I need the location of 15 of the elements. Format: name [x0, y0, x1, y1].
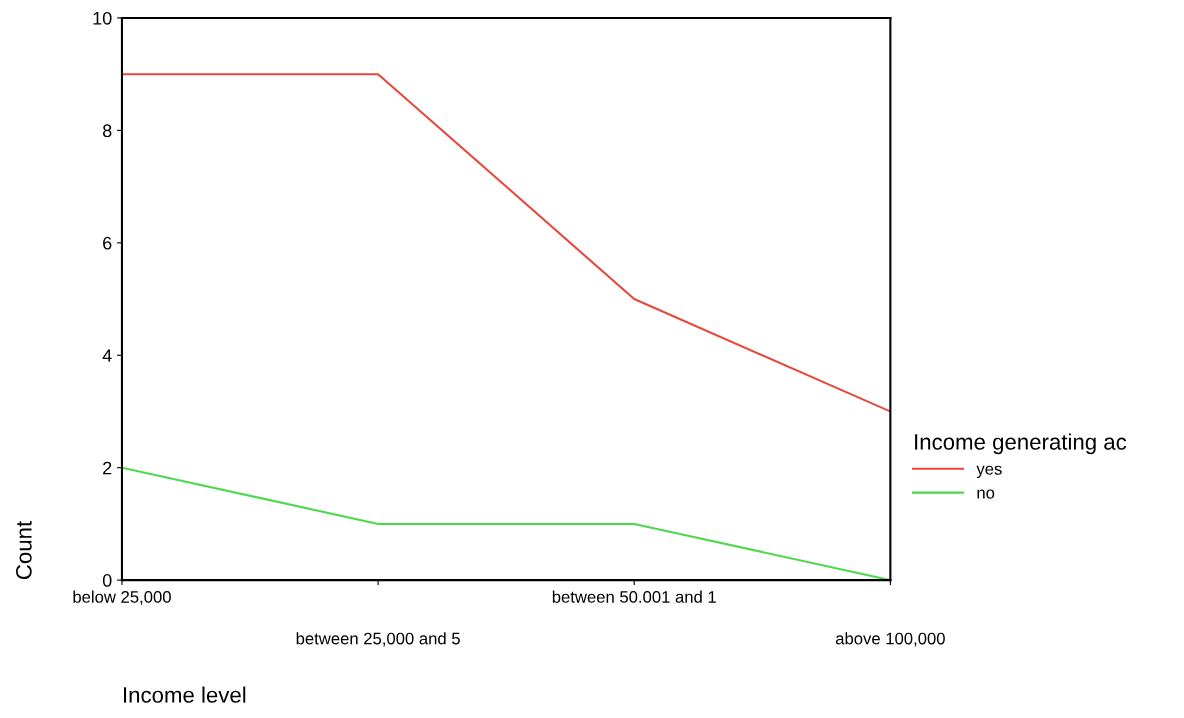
legend-label: yes	[976, 465, 1002, 479]
y-tick-label: 2	[103, 461, 112, 475]
y-axis-title: Count	[15, 521, 32, 580]
x-tick-label: between 25,000 and 5	[296, 632, 460, 647]
y-tick-label: 4	[102, 349, 112, 362]
x-tick-label: between 50.001 and 1	[552, 590, 716, 603]
x-tick-label: below 25,000	[73, 590, 171, 605]
y-tick-label: 6	[103, 236, 112, 250]
legend-label: no	[977, 489, 995, 499]
y-tick-label: 0	[102, 574, 112, 587]
legend-title: Income generating ac	[915, 433, 1127, 455]
x-tick-label: above 100,000	[835, 632, 945, 647]
y-tick-label: 8	[102, 124, 112, 138]
y-tick-label: 10	[93, 11, 112, 25]
x-axis-title: Income level	[124, 686, 246, 703]
